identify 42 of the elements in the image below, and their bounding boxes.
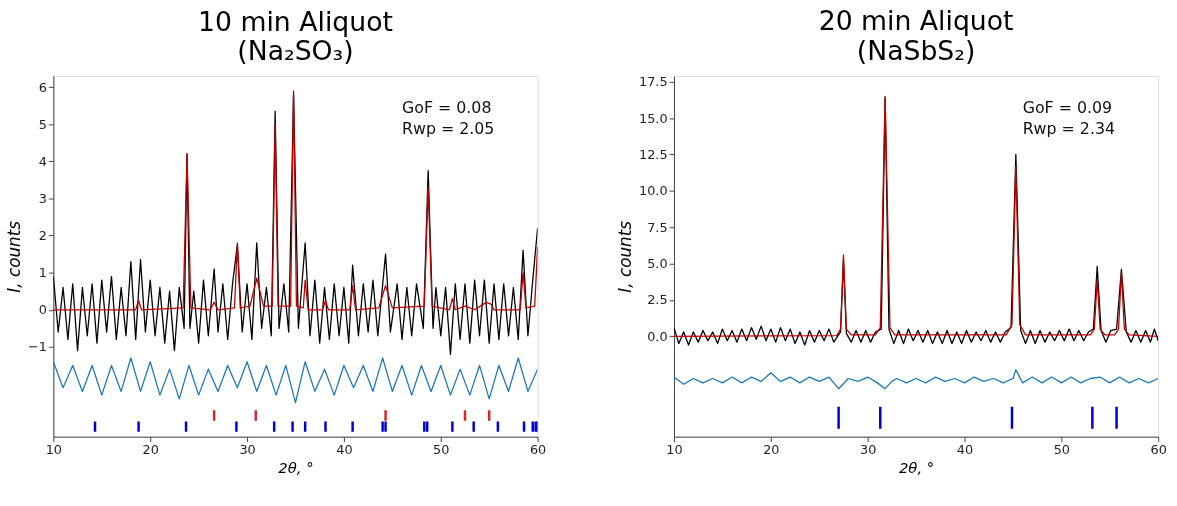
y-axis-title: I, counts: [615, 220, 636, 293]
y-tick-label: 6: [38, 79, 47, 95]
y-tick-label: 10.0: [638, 183, 668, 199]
annotation: GoF = 0.08: [402, 97, 492, 117]
y-tick-label: −1: [28, 339, 47, 355]
y-tick-label: 0.0: [647, 328, 668, 344]
y-tick-label: 12.5: [638, 146, 668, 162]
y-tick-label: 5.0: [647, 256, 668, 272]
x-tick-label: 30: [860, 441, 877, 457]
x-tick-label: 20: [763, 441, 780, 457]
x-tick-label: 60: [1150, 441, 1167, 457]
x-tick-label: 20: [142, 441, 159, 457]
x-tick-label: 60: [529, 441, 547, 457]
chart-title: 10 min Aliquot: [198, 5, 393, 37]
x-tick-label: 40: [336, 441, 353, 457]
y-tick-label: 1: [38, 265, 47, 281]
x-tick-label: 30: [239, 441, 256, 457]
x-axis-title: 2θ, °: [898, 458, 935, 476]
x-tick-label: 40: [956, 441, 974, 457]
line-series: [53, 90, 538, 311]
y-tick-label: 7.5: [647, 219, 668, 235]
chart-subtitle: (NaSbS₂): [856, 35, 976, 67]
y-tick-label: 2: [38, 228, 47, 243]
chart-title: 20 min Aliquot: [818, 5, 1014, 37]
x-tick-label: 50: [1053, 441, 1071, 457]
x-tick-label: 10: [45, 441, 63, 457]
y-tick-label: 3: [38, 190, 47, 206]
y-tick-label: 17.5: [638, 74, 668, 90]
x-axis-title: 2θ, °: [278, 458, 314, 476]
annotation: Rwp = 2.34: [1022, 119, 1116, 139]
x-tick-label: 10: [666, 441, 683, 457]
y-tick-label: 2.5: [647, 292, 668, 308]
y-tick-label: 5: [38, 116, 47, 132]
y-tick-label: 4: [38, 153, 47, 169]
y-tick-label: 0: [38, 302, 47, 318]
annotation: Rwp = 2.05: [402, 119, 495, 139]
line-series: [673, 369, 1159, 390]
annotation: GoF = 0.09: [1022, 97, 1113, 117]
y-tick-label: 15.0: [638, 110, 668, 126]
x-tick-label: 50: [433, 441, 450, 457]
y-axis-title: I, counts: [4, 220, 25, 293]
line-series: [53, 357, 538, 404]
